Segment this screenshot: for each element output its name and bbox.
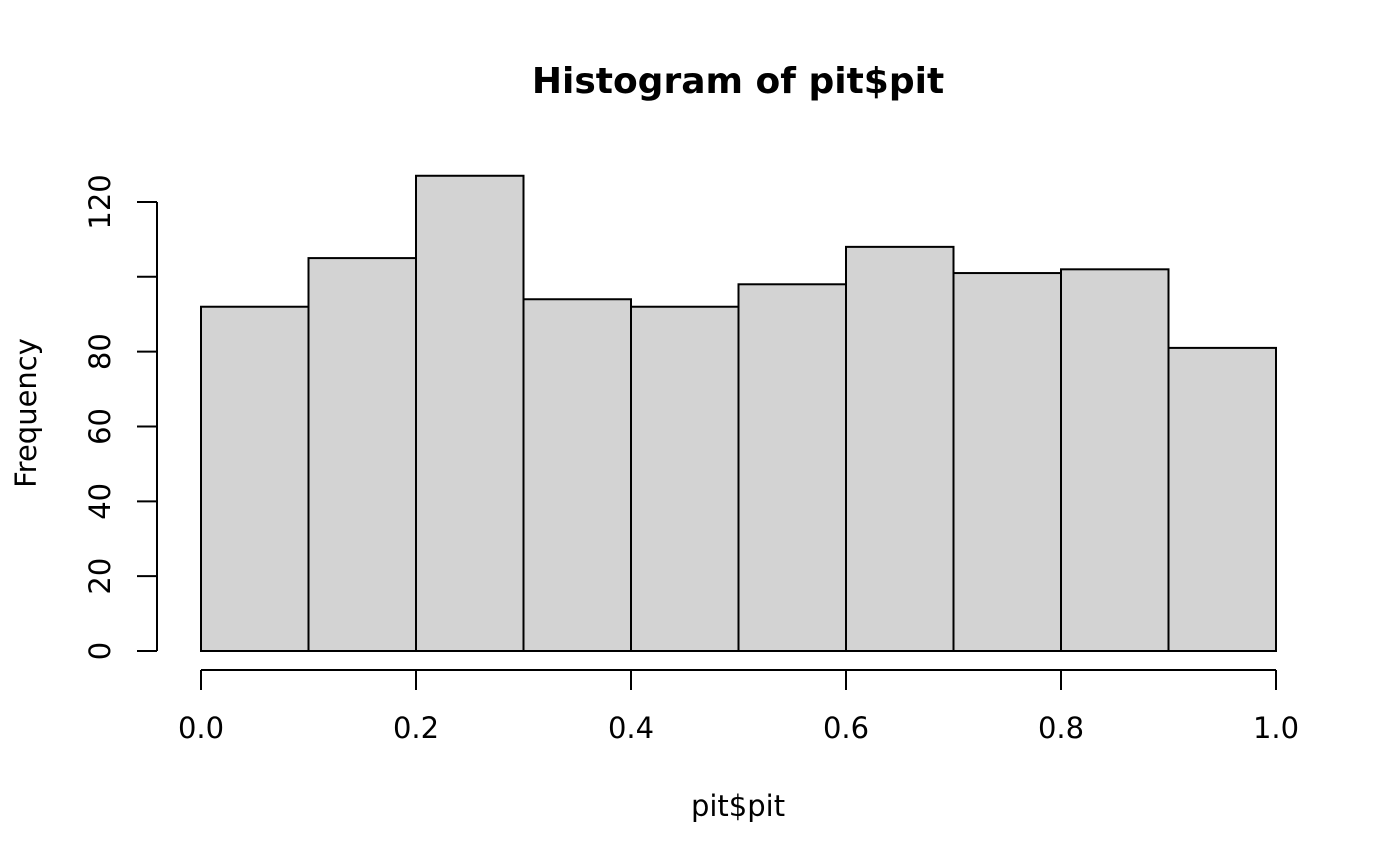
x-tick-label: 1.0	[1253, 711, 1299, 745]
y-tick-label: 40	[83, 483, 117, 520]
y-tick-label: 60	[83, 408, 117, 445]
histogram-bar	[307, 257, 417, 652]
y-tick-label: 20	[83, 558, 117, 595]
y-axis-label: Frequency	[9, 338, 43, 488]
y-tick-label: 80	[83, 333, 117, 370]
histogram-bar	[630, 305, 740, 652]
x-tick-label: 0.0	[178, 711, 224, 745]
histogram-bar	[952, 272, 1062, 652]
histogram-bar	[845, 245, 955, 652]
x-tick-label: 0.4	[608, 711, 654, 745]
y-tick-label: 0	[83, 642, 117, 660]
histogram-bar	[200, 305, 310, 652]
x-tick-label: 0.6	[823, 711, 869, 745]
histogram-bar	[522, 298, 632, 652]
x-tick-label: 0.2	[393, 711, 439, 745]
y-tick-label: 120	[83, 174, 117, 229]
y-axis: 0 20 40 60 80 120	[83, 174, 158, 660]
x-axis-label: pit$pit	[691, 789, 785, 823]
bars-group	[200, 174, 1277, 653]
x-tick-label: 0.8	[1038, 711, 1084, 745]
histogram-bar	[1167, 346, 1277, 652]
histogram-bar	[415, 174, 525, 653]
x-axis: 0.0 0.2 0.4 0.6 0.8 1.0	[178, 669, 1299, 745]
chart-title: Histogram of pit$pit	[532, 61, 944, 102]
histogram-bar	[1060, 268, 1170, 652]
histogram-bar	[737, 283, 847, 652]
